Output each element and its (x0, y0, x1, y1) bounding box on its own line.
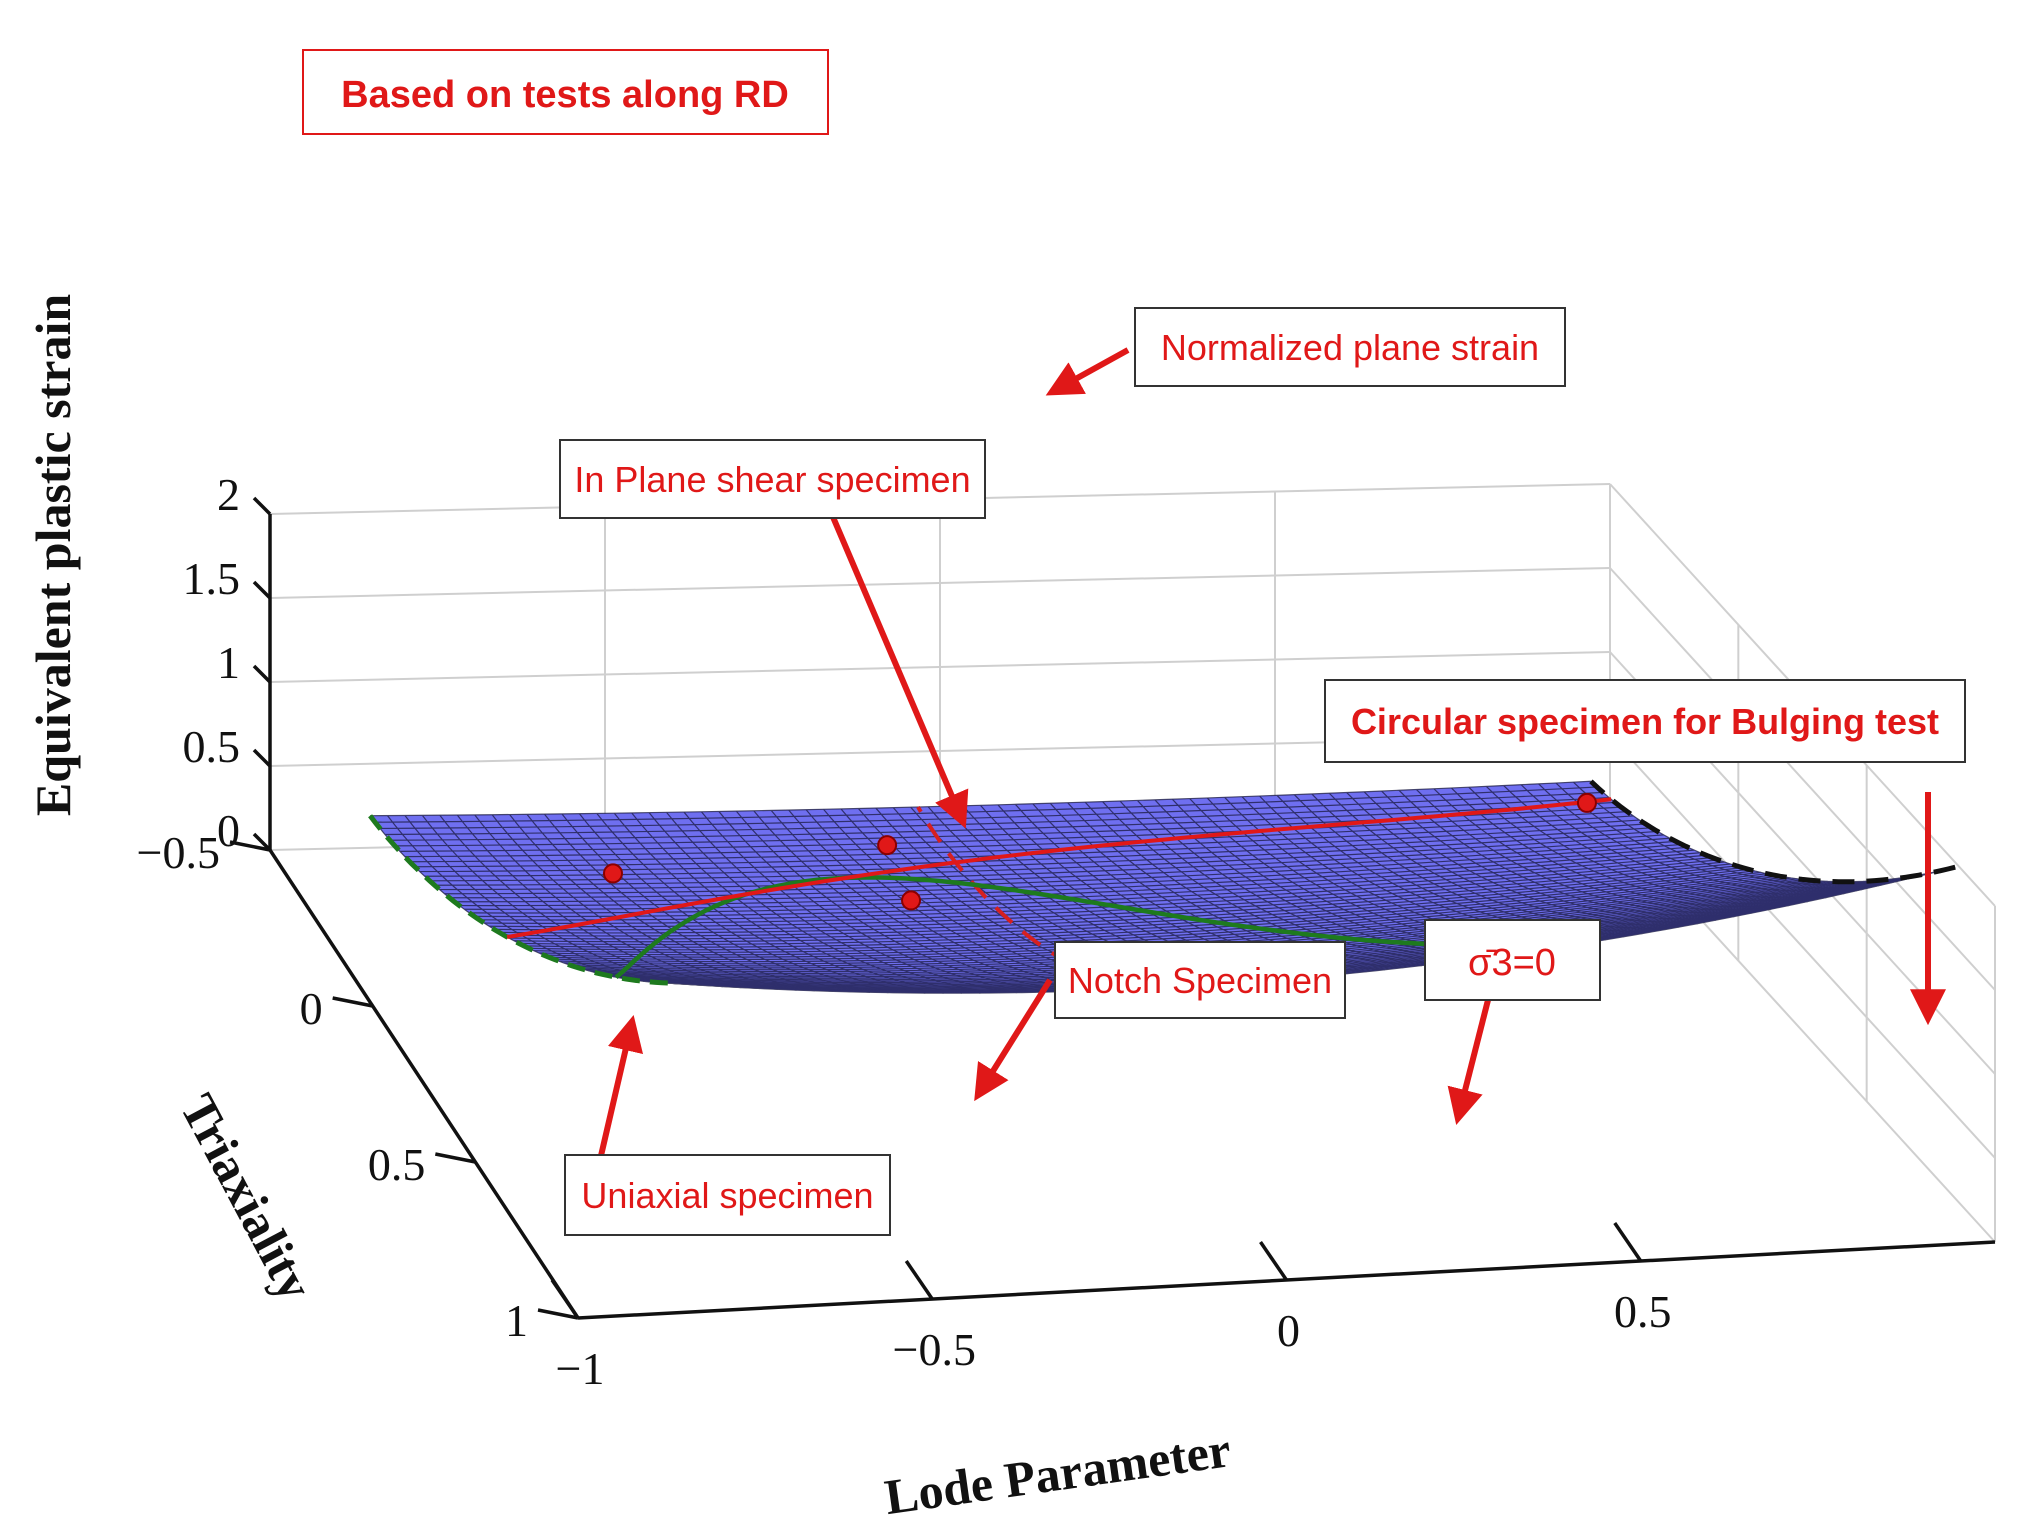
mesh-line-triax (419, 827, 1652, 873)
y-tick (434, 1152, 476, 1164)
y-tick (332, 996, 374, 1008)
annotation-text: Circular specimen for Bulging test (1351, 701, 1939, 742)
chart-title: Based on tests along RD (341, 74, 789, 116)
mesh-line-triax (389, 801, 1616, 841)
mesh-line-triax (449, 846, 1689, 899)
mesh-line-triax (518, 874, 1774, 946)
y-tick (537, 1308, 579, 1320)
z-tick-label: 1 (217, 637, 240, 688)
z-tick (252, 580, 272, 600)
x-tick (904, 1260, 934, 1300)
axes (229, 496, 1996, 1320)
mesh-line-triax (439, 840, 1676, 891)
mesh-line-triax (370, 780, 1591, 817)
annotation-arrow (597, 1014, 644, 1161)
y-tick-label: 0.5 (368, 1139, 426, 1190)
z-tick (252, 664, 272, 684)
mesh-line-triax (434, 837, 1670, 886)
title-box: Based on tests along RD (302, 49, 829, 135)
y-tick-label: −0.5 (137, 827, 220, 878)
mesh-line-triax (528, 876, 1786, 951)
annotation-arrow (1045, 347, 1130, 396)
x-tick-label: 0 (1277, 1305, 1300, 1356)
mesh-line-triax (523, 875, 1780, 948)
mesh-line-triax (508, 871, 1761, 940)
z-tick-label: 0 (217, 805, 240, 856)
z-tick-label: 0.5 (183, 721, 241, 772)
mesh-line-triax (399, 811, 1628, 852)
x-tick-label: −1 (556, 1343, 605, 1394)
x-tick (1613, 1222, 1643, 1262)
series-green-dashed-edge (368, 814, 668, 986)
x-tick (550, 1279, 580, 1319)
mesh-line-triax (513, 873, 1768, 943)
mesh-line-triax (484, 863, 1731, 924)
annotation-box (1054, 941, 1346, 1019)
mesh-line-triax (375, 786, 1597, 823)
mesh-line-triax (444, 843, 1682, 895)
tick-labels: 00.511.52−0.500.51−1 −0.5 0 0.5 (137, 469, 1672, 1394)
annotation-notch: Notch Specimen (974, 941, 1346, 1102)
annotation-box (559, 439, 986, 519)
annotation-box (1324, 679, 1966, 763)
mesh-line-triax (504, 870, 1755, 937)
series-black-dashed-edge (1589, 779, 1956, 885)
y-tick-label: 0 (300, 983, 323, 1034)
mesh-line-triax (454, 849, 1695, 903)
y-tick (229, 840, 271, 852)
annotation-text: Uniaxial specimen (581, 1175, 873, 1216)
marker-bulging (1576, 792, 1597, 813)
mesh-line-triax (384, 796, 1610, 836)
annotation-sigma3: σ̄3=0 (1424, 919, 1601, 1125)
series-sigma3-zero (506, 797, 1612, 939)
annotation-plane-strain: Normalized plane strain (1045, 307, 1566, 396)
annotation-bulging: Circular specimen for Bulging test (1324, 679, 1966, 1026)
marker-notch (877, 835, 898, 856)
annotations: Normalized plane strain In Plane shear sp… (559, 307, 1966, 1236)
mesh-line-triax (424, 830, 1658, 877)
z-axis-label: Equivalent plastic strain (25, 294, 81, 816)
z-tick-label: 2 (217, 469, 240, 520)
x-tick-label: 0.5 (1614, 1286, 1672, 1337)
x-tick (1259, 1241, 1288, 1281)
series-green-solid (614, 875, 1571, 979)
y-axis-line (268, 849, 580, 1319)
marker-uniaxial (602, 863, 623, 884)
annotation-in-plane-shear: In Plane shear specimen (559, 439, 986, 829)
annotation-box (564, 1154, 891, 1236)
y-axis-label: Triaxiality (170, 1085, 325, 1309)
mesh-line-triax (379, 791, 1604, 830)
z-tick (252, 748, 272, 768)
specimen-markers (602, 792, 1597, 911)
annotation-box (1134, 307, 1566, 387)
annotation-arrow (1447, 999, 1491, 1125)
z-tick (252, 832, 272, 852)
annotation-box (1424, 919, 1601, 1001)
z-tick (252, 496, 272, 516)
x-axis-label: Lode Parameter (881, 1421, 1234, 1525)
annotation-arrow (827, 508, 969, 829)
grid-line (1609, 735, 1996, 1159)
annotation-text: Normalized plane strain (1161, 327, 1539, 368)
annotation-text: In Plane shear specimen (574, 459, 970, 500)
mesh-line-triax (429, 834, 1664, 882)
mesh-line-triax (499, 868, 1749, 934)
marker-in-plane-shear (901, 890, 922, 911)
mesh-line-triax (494, 867, 1743, 931)
mesh-line-triax (533, 877, 1792, 953)
annotation-uniaxial: Uniaxial specimen (564, 1014, 891, 1236)
x-tick-label: −0.5 (893, 1324, 976, 1375)
mesh-line-triax (459, 852, 1701, 907)
annotation-arrow (974, 978, 1053, 1102)
mesh-line-triax (404, 815, 1634, 858)
z-tick-label: 1.5 (183, 553, 241, 604)
annotation-text: Notch Specimen (1068, 960, 1332, 1001)
mesh-line-triax (489, 865, 1737, 928)
y-tick-label: 1 (505, 1295, 528, 1346)
mesh-line-triax (409, 819, 1640, 863)
annotation-text: σ̄3=0 (1468, 942, 1556, 984)
